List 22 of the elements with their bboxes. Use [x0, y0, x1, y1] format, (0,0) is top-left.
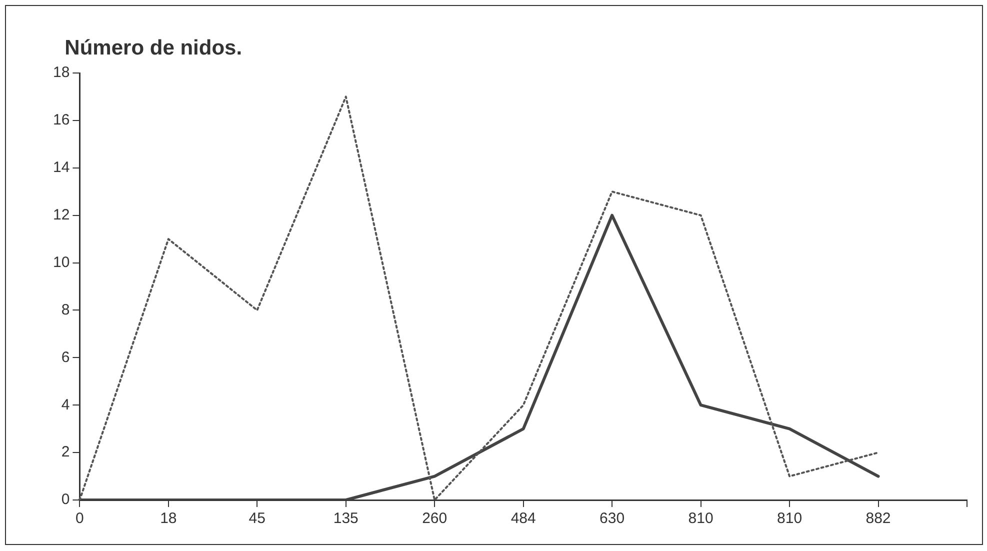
x-tick-label: 484 — [510, 510, 536, 528]
y-tick-label: 2 — [61, 444, 70, 461]
y-tick-label: 14 — [52, 159, 70, 176]
x-tick-label: 135 — [333, 510, 358, 528]
y-tick-label: 8 — [61, 301, 70, 318]
x-tick-label: 882 — [866, 510, 891, 528]
x-tick-label: 260 — [422, 510, 448, 528]
x-tick-label: 630 — [600, 510, 625, 528]
line-series — [78, 96, 880, 500]
chart-title: Número de nidos. — [64, 36, 242, 60]
x-tick-label: 810 — [777, 510, 802, 528]
x-tick-label: 18 — [160, 510, 177, 528]
y-tick-label: 18 — [52, 64, 70, 82]
y-tick-label: 0 — [61, 491, 70, 508]
y-tick-label: 16 — [52, 112, 70, 129]
y-tick-label: 12 — [52, 206, 70, 224]
x-tick-label: 0 — [76, 510, 84, 528]
y-tick-label: 4 — [61, 396, 70, 414]
x-tick-label: 810 — [688, 510, 714, 528]
y-tick-label: 6 — [61, 348, 70, 366]
x-tick-label: 45 — [248, 510, 266, 528]
y-tick-label: 10 — [52, 254, 70, 271]
